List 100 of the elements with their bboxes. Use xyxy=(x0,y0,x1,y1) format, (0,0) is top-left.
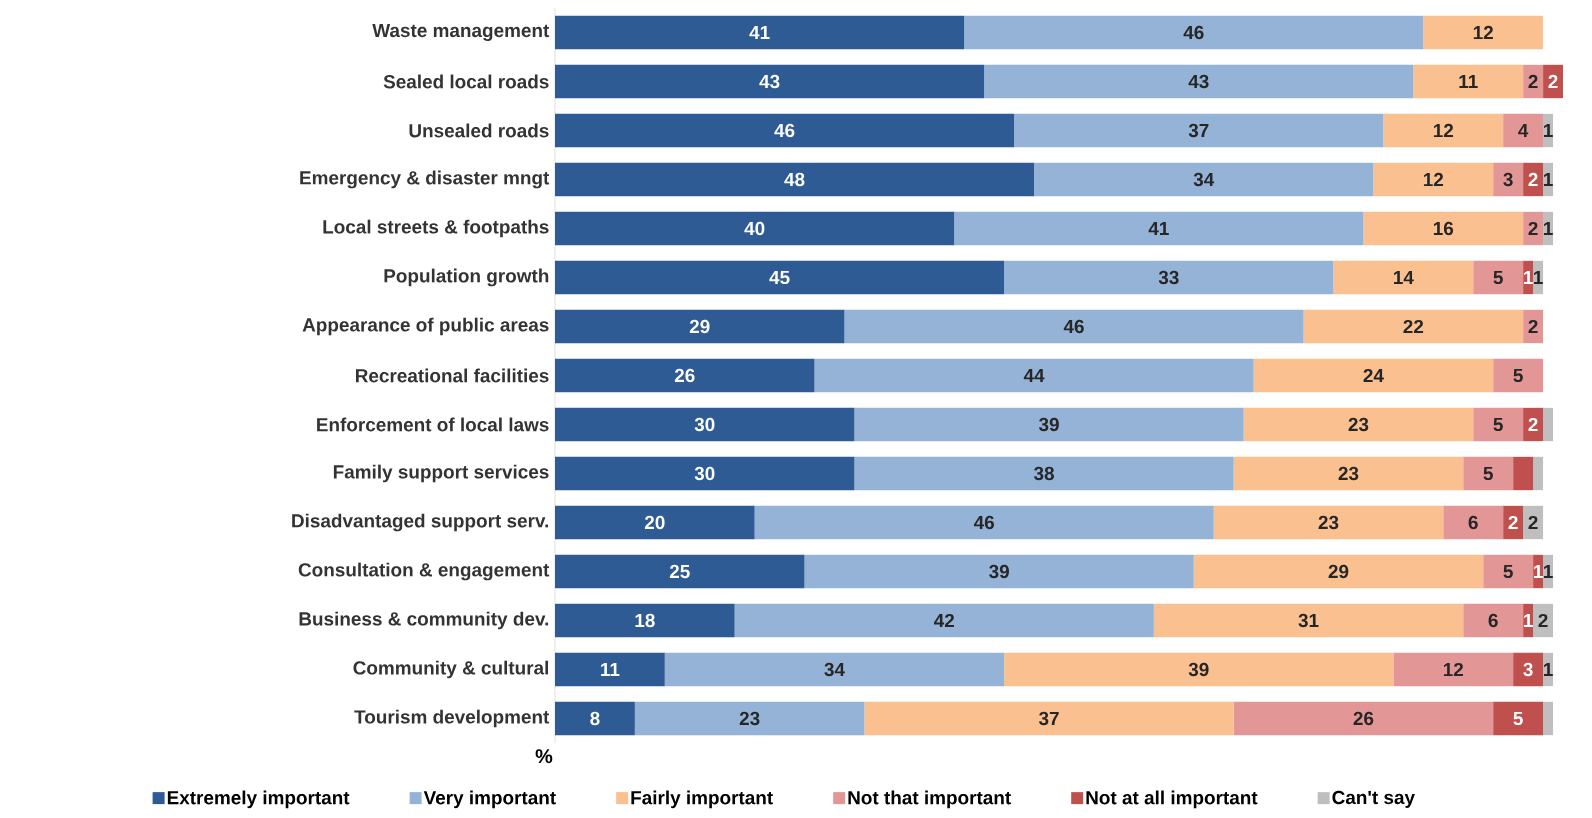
data-label: 2 xyxy=(1538,613,1548,628)
data-label: 41 xyxy=(749,25,770,39)
data-label: 23 xyxy=(739,711,760,726)
bar xyxy=(854,456,1234,491)
bar xyxy=(1503,113,1544,148)
y-tick-label: Local streets & footpaths xyxy=(323,219,549,238)
data-label: 41 xyxy=(1148,221,1169,235)
bar xyxy=(954,211,1364,246)
bar xyxy=(1463,456,1514,491)
data-label: 16 xyxy=(1433,221,1454,236)
bar xyxy=(1493,701,1544,736)
data-label: 12 xyxy=(1473,25,1493,40)
bar xyxy=(1153,603,1464,638)
data-label: 22 xyxy=(1403,319,1424,334)
data-label: 12 xyxy=(1443,662,1464,677)
bar xyxy=(1513,652,1544,687)
data-label: 12 xyxy=(1423,172,1444,187)
x-axis-title: % xyxy=(535,749,553,764)
data-label: 43 xyxy=(1188,74,1209,89)
data-label: 11 xyxy=(1459,74,1478,88)
y-tick-label: Consultation & engagement xyxy=(298,562,550,581)
data-label: 46 xyxy=(1063,319,1084,334)
bar xyxy=(1523,162,1544,197)
y-tick-label: Business & community dev. xyxy=(299,611,549,630)
data-label: 46 xyxy=(1183,25,1204,40)
data-label: 31 xyxy=(1298,613,1319,628)
bar xyxy=(555,358,815,393)
data-label: 30 xyxy=(694,417,715,432)
bar xyxy=(555,162,1035,197)
bar xyxy=(1393,652,1514,687)
bar xyxy=(1473,260,1524,295)
data-label: 33 xyxy=(1158,270,1179,285)
data-label: 29 xyxy=(689,319,710,334)
y-tick-label: Sealed local roads xyxy=(383,74,549,89)
bar xyxy=(555,456,855,491)
data-label: 34 xyxy=(1193,172,1215,187)
legend-label: Very important xyxy=(423,790,556,809)
data-label: 34 xyxy=(824,662,845,677)
bar xyxy=(555,260,1005,295)
bar xyxy=(1213,505,1444,540)
data-label: 30 xyxy=(694,466,715,481)
bar xyxy=(1423,15,1544,50)
bar xyxy=(555,15,965,50)
bar xyxy=(555,652,665,687)
data-label: 26 xyxy=(674,368,695,383)
bar xyxy=(1503,505,1524,540)
bar xyxy=(1523,407,1544,442)
data-label: 3 xyxy=(1523,662,1533,677)
bar xyxy=(1523,505,1544,540)
bar xyxy=(754,505,1214,540)
bar xyxy=(1543,701,1554,736)
data-label: 45 xyxy=(769,270,790,285)
data-label: 39 xyxy=(1188,662,1209,677)
data-label: 14 xyxy=(1394,270,1414,284)
data-label: 5 xyxy=(1493,270,1503,285)
y-tick-label: Population growth xyxy=(384,268,549,287)
bar xyxy=(1493,162,1524,197)
bar xyxy=(1004,652,1394,687)
legend-label: Not at all important xyxy=(1086,790,1258,809)
y-tick-label: Emergency & disaster mngt xyxy=(300,170,550,189)
legend-label: Not that important xyxy=(848,790,1011,809)
legend-label: Fairly important xyxy=(631,790,773,809)
data-label: 5 xyxy=(1513,711,1523,726)
data-label: 24 xyxy=(1363,368,1384,383)
bar xyxy=(1233,456,1464,491)
y-tick-label: Community & cultural xyxy=(353,660,549,679)
bar xyxy=(814,358,1254,393)
bar xyxy=(1034,162,1374,197)
y-tick-label: Recreational facilities xyxy=(355,368,549,383)
data-label: 1 xyxy=(1524,270,1533,284)
data-label: 11 xyxy=(601,662,620,677)
bar xyxy=(555,113,1015,148)
data-label: 44 xyxy=(1023,368,1045,382)
bar xyxy=(555,309,845,344)
bar xyxy=(1363,211,1524,246)
y-tick-label: Disadvantaged support serv. xyxy=(292,513,549,532)
bar xyxy=(1413,64,1524,99)
bar xyxy=(1523,211,1544,246)
data-label: 25 xyxy=(669,564,690,579)
data-label: 6 xyxy=(1488,613,1498,628)
y-tick-label: Unsealed roads xyxy=(409,123,549,138)
bar xyxy=(964,15,1424,50)
bar xyxy=(634,701,865,736)
bar xyxy=(555,603,735,638)
y-tick-label: Appearance of public areas xyxy=(302,317,549,336)
data-label: 5 xyxy=(1513,368,1523,383)
data-label: 4 xyxy=(1518,123,1529,137)
data-label: 46 xyxy=(973,515,995,530)
y-tick-label: Waste management xyxy=(372,23,550,41)
data-label: 39 xyxy=(989,564,1009,579)
data-label: 2 xyxy=(1528,221,1538,236)
bar xyxy=(854,407,1244,442)
data-label: 6 xyxy=(1468,515,1478,530)
bar xyxy=(984,64,1414,99)
bar xyxy=(804,554,1194,589)
bar xyxy=(555,701,635,736)
data-label: 3 xyxy=(1503,172,1513,187)
data-label: 39 xyxy=(1038,417,1059,432)
bar xyxy=(555,505,755,540)
data-label: 29 xyxy=(1328,564,1349,579)
